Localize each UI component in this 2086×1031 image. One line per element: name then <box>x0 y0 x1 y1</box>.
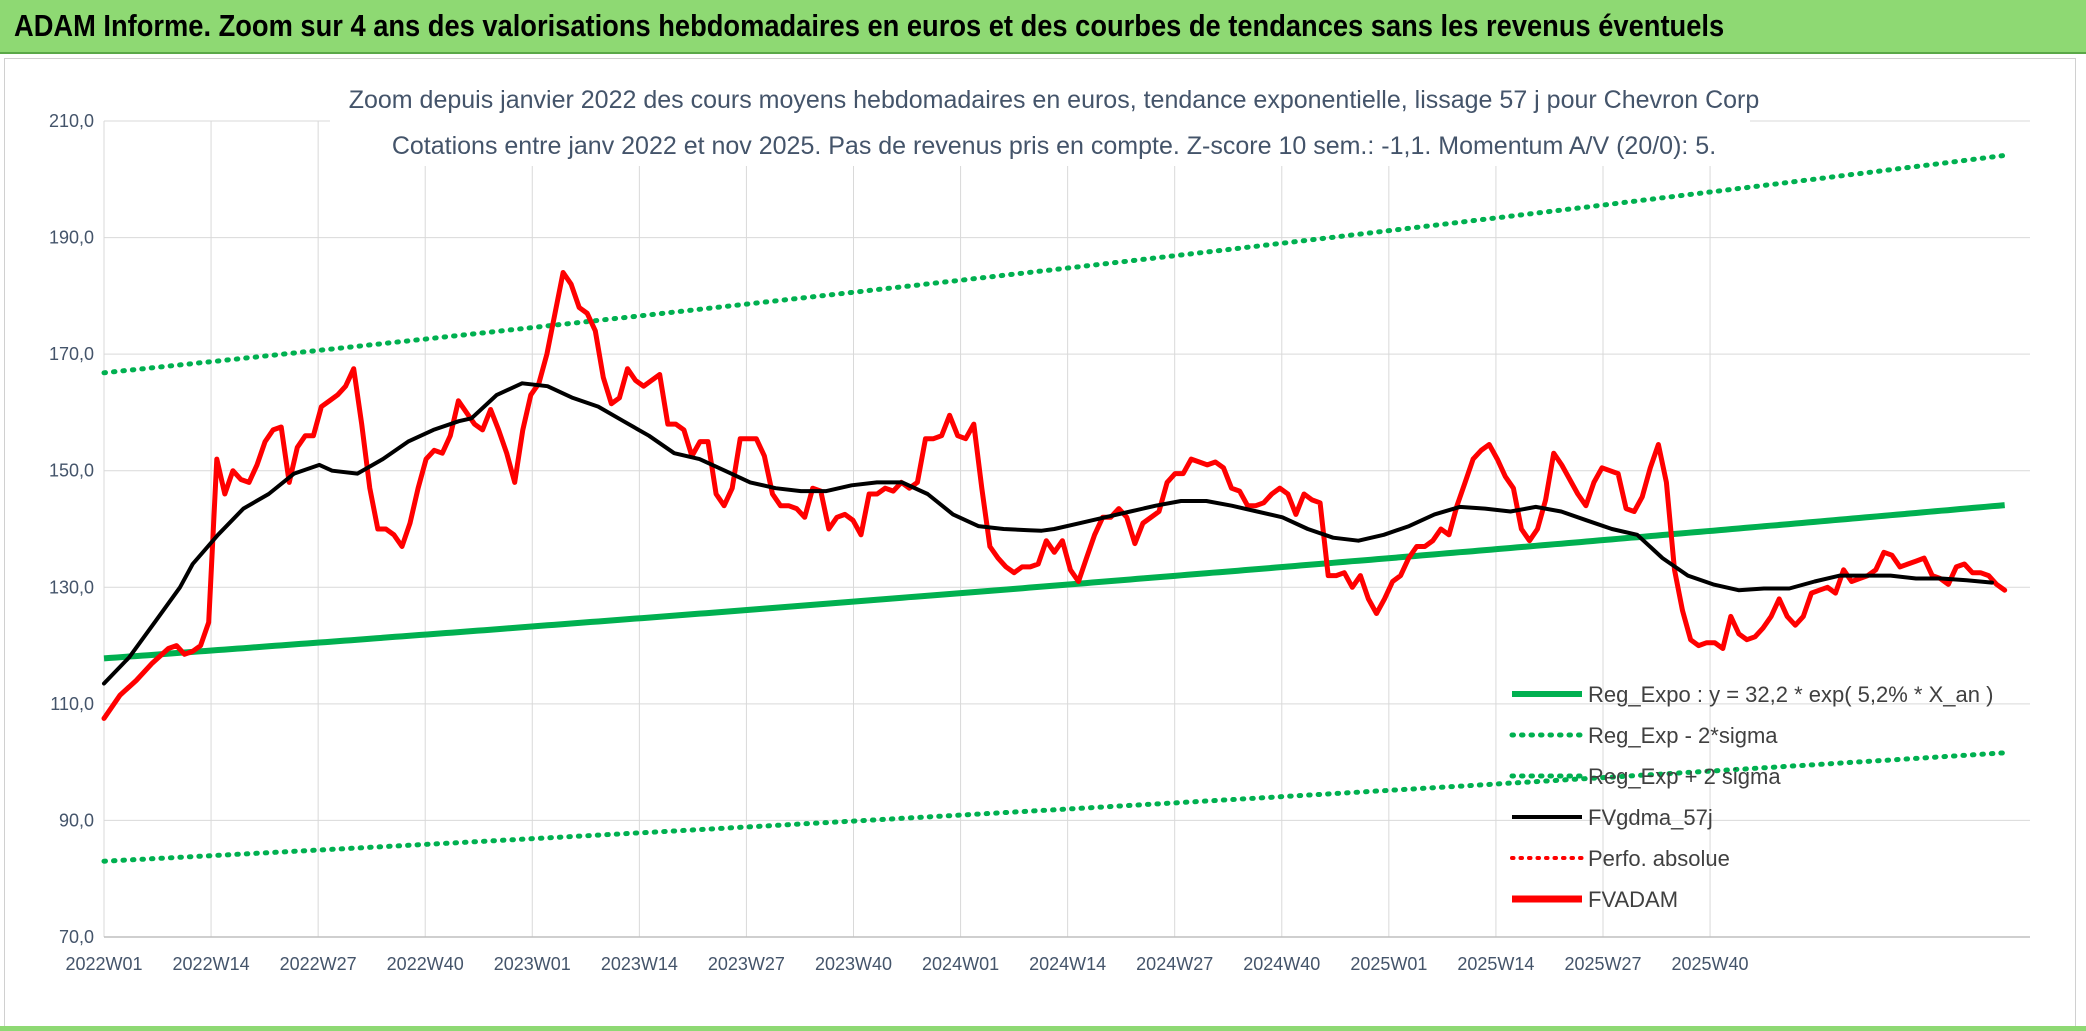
y-tick-label: 70,0 <box>59 927 94 947</box>
series-group <box>101 152 2008 864</box>
x-tick-label: 2022W27 <box>280 954 357 974</box>
legend: Reg_Expo : y = 32,2 * exp( 5,2% * X_an )… <box>1509 682 1993 912</box>
x-tick-label: 2024W01 <box>922 954 999 974</box>
y-tick-label: 190,0 <box>49 228 94 248</box>
series-fvgdma-57j <box>102 381 1994 686</box>
chart-title-line2: Cotations entre janv 2022 et nov 2025. P… <box>392 132 1716 160</box>
x-tick-label: 2023W27 <box>708 954 785 974</box>
y-axis-ticks: 70,0 90,0 110,0 130,0 150,0 170,0 190,0 210,0 <box>49 111 94 947</box>
legend-label: Reg_Exp - 2*sigma <box>1588 723 1778 748</box>
series-reg-minus-2sigma <box>101 750 2008 864</box>
legend-label: Reg_Exp + 2 sigma <box>1588 764 1781 789</box>
y-tick-label: 130,0 <box>49 577 94 597</box>
y-tick-label: 150,0 <box>49 461 94 481</box>
x-tick-label: 2024W27 <box>1136 954 1213 974</box>
right-edge <box>2078 54 2086 1031</box>
x-tick-label: 2023W14 <box>601 954 678 974</box>
series-reg-plus-2sigma <box>101 152 2008 376</box>
x-tick-label: 2025W14 <box>1457 954 1534 974</box>
x-tick-label: 2022W40 <box>387 954 464 974</box>
chart-title-line1: Zoom depuis janvier 2022 des cours moyen… <box>349 86 1760 114</box>
x-tick-label: 2025W27 <box>1564 954 1641 974</box>
x-tick-label: 2024W14 <box>1029 954 1106 974</box>
x-tick-label: 2025W01 <box>1350 954 1427 974</box>
report-banner: ADAM Informe. Zoom sur 4 ans des valoris… <box>0 0 2086 54</box>
x-axis-ticks: 2022W01 2022W14 2022W27 2022W40 2023W01 2023W… <box>65 954 1748 974</box>
x-tick-label: 2023W40 <box>815 954 892 974</box>
x-tick-label: 2022W01 <box>65 954 142 974</box>
series-reg-expo <box>103 502 2005 662</box>
y-tick-label: 210,0 <box>49 111 94 131</box>
x-tick-label: 2023W01 <box>494 954 571 974</box>
y-tick-label: 170,0 <box>49 344 94 364</box>
bottom-accent-bar <box>0 1026 2086 1031</box>
series-fvadam <box>101 270 2008 721</box>
legend-label: Perfo. absolue <box>1588 846 1730 871</box>
x-tick-label: 2024W40 <box>1243 954 1320 974</box>
legend-label: Reg_Expo : y = 32,2 * exp( 5,2% * X_an ) <box>1588 682 1993 707</box>
title-backdrop <box>330 78 1750 166</box>
x-tick-label: 2025W40 <box>1672 954 1749 974</box>
y-tick-label: 90,0 <box>59 810 94 830</box>
y-tick-label: 110,0 <box>50 694 94 714</box>
x-tick-label: 2022W14 <box>173 954 250 974</box>
legend-label: FVADAM <box>1588 887 1678 912</box>
legend-label: FVgdma_57j <box>1588 805 1713 830</box>
banner-title: ADAM Informe. Zoom sur 4 ans des valoris… <box>14 8 1725 43</box>
